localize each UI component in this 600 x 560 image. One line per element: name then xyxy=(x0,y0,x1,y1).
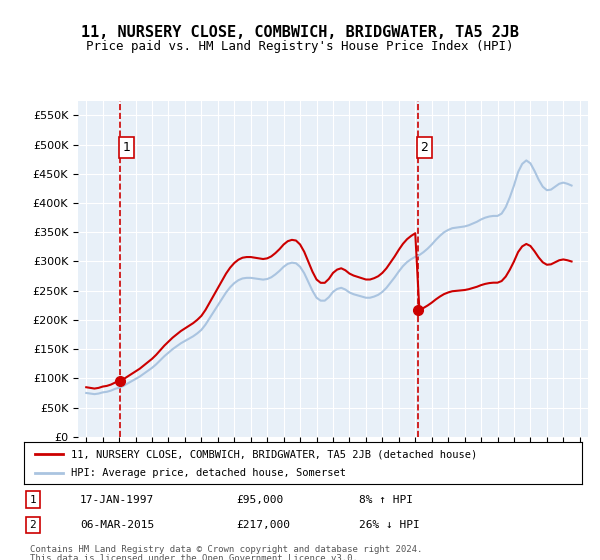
Text: HPI: Average price, detached house, Somerset: HPI: Average price, detached house, Some… xyxy=(71,468,346,478)
Text: 06-MAR-2015: 06-MAR-2015 xyxy=(80,520,154,530)
Text: 1: 1 xyxy=(29,495,37,505)
Text: Contains HM Land Registry data © Crown copyright and database right 2024.: Contains HM Land Registry data © Crown c… xyxy=(30,545,422,554)
Text: 2: 2 xyxy=(421,141,428,154)
Text: 2: 2 xyxy=(29,520,37,530)
Text: 11, NURSERY CLOSE, COMBWICH, BRIDGWATER, TA5 2JB (detached house): 11, NURSERY CLOSE, COMBWICH, BRIDGWATER,… xyxy=(71,449,478,459)
Text: 1: 1 xyxy=(122,141,130,154)
Text: £95,000: £95,000 xyxy=(236,495,283,505)
Text: 26% ↓ HPI: 26% ↓ HPI xyxy=(359,520,419,530)
Text: Price paid vs. HM Land Registry's House Price Index (HPI): Price paid vs. HM Land Registry's House … xyxy=(86,40,514,53)
Text: 8% ↑ HPI: 8% ↑ HPI xyxy=(359,495,413,505)
Text: £217,000: £217,000 xyxy=(236,520,290,530)
Text: 11, NURSERY CLOSE, COMBWICH, BRIDGWATER, TA5 2JB: 11, NURSERY CLOSE, COMBWICH, BRIDGWATER,… xyxy=(81,25,519,40)
Text: 17-JAN-1997: 17-JAN-1997 xyxy=(80,495,154,505)
Text: This data is licensed under the Open Government Licence v3.0.: This data is licensed under the Open Gov… xyxy=(30,554,358,560)
